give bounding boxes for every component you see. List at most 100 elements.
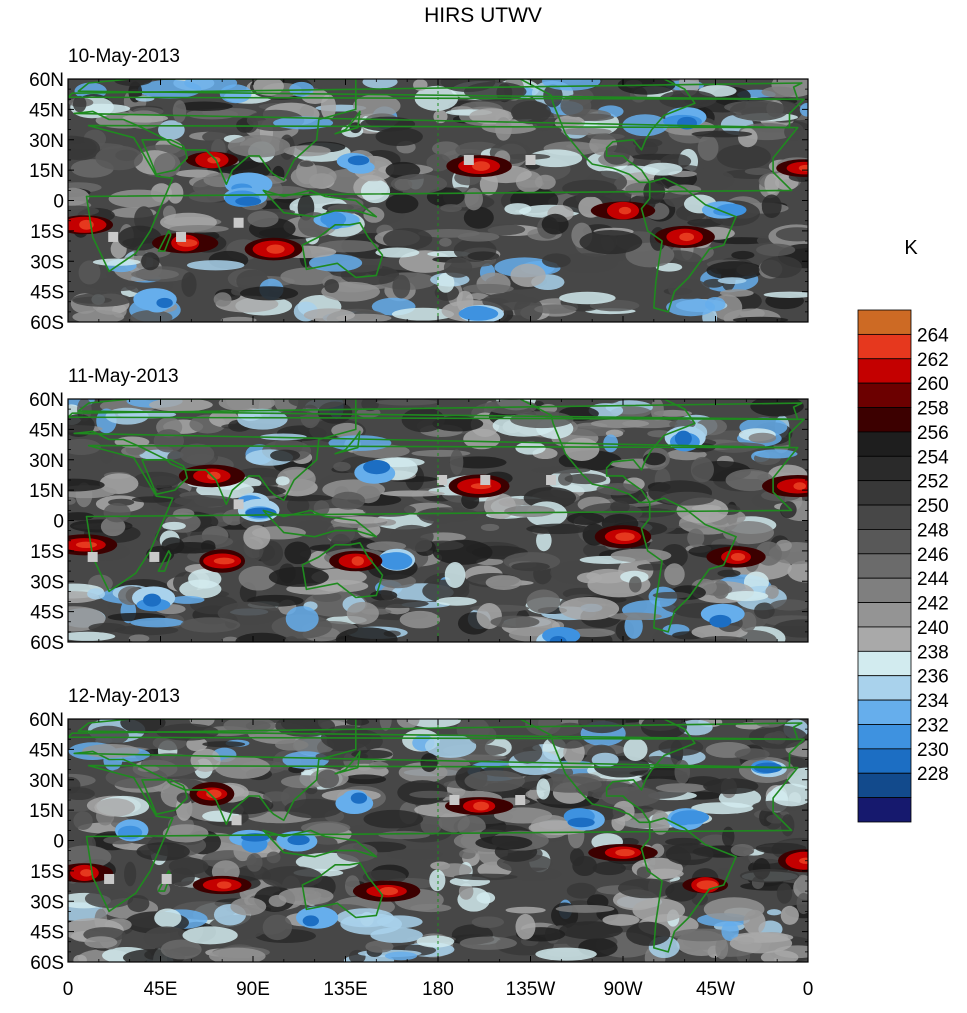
colorbar-box (857, 724, 912, 750)
contour-blob (149, 399, 213, 412)
contour-blob (78, 260, 101, 285)
contour-blob (68, 787, 95, 801)
contour-blob (770, 599, 808, 611)
contour-blob (559, 597, 620, 621)
contour-blob (490, 615, 540, 629)
contour-blob (120, 719, 166, 734)
colorbar-box (857, 504, 912, 530)
dry-region-peak (730, 553, 746, 561)
lat-tick-label: 15S (30, 542, 64, 563)
contour-blob (721, 921, 739, 942)
coastline (457, 719, 696, 824)
contour-blob (370, 927, 423, 943)
contour-blob (449, 456, 507, 469)
contour-blob (717, 277, 747, 284)
coastline (640, 177, 737, 313)
contour-blob (734, 748, 770, 761)
contour-blob (666, 298, 716, 317)
contour-blob (396, 719, 420, 729)
lat-tick-label: 45S (30, 603, 64, 624)
contour-blob (775, 227, 808, 242)
contour-blob (504, 505, 555, 518)
contour-blob (127, 895, 150, 913)
missing-data-square (515, 795, 526, 805)
contour-blob (617, 878, 675, 899)
coastline (301, 542, 384, 599)
lon-tick-label: 45W (696, 979, 735, 1000)
dry-region-peak (75, 541, 97, 549)
lat-tick-label: 30N (29, 131, 64, 152)
contour-blob (214, 756, 271, 779)
contour-blob (375, 247, 420, 258)
contour-blob (426, 153, 451, 172)
contour-blob (535, 947, 597, 961)
contour-blob (587, 133, 625, 140)
colorbar-box (857, 529, 912, 555)
contour-blob (113, 79, 153, 87)
lon-tick-label: 45E (144, 979, 178, 1000)
contour-blob (526, 523, 590, 535)
contour-blob (299, 160, 314, 168)
coastline (73, 79, 805, 186)
contour-blob (353, 94, 401, 118)
moist-region (670, 812, 694, 826)
moist-region (363, 460, 391, 475)
contour-blob (511, 562, 550, 572)
lat-tick-label: 45N (29, 740, 64, 761)
contour-blob (457, 232, 500, 242)
contour-blob (691, 504, 722, 512)
missing-data-square (231, 815, 242, 826)
contour-blob (351, 749, 393, 759)
coastline (334, 430, 361, 455)
lat-tick-label: 60N (29, 70, 64, 91)
contour-blob (175, 101, 233, 111)
colorbar-tick-label: 242 (917, 594, 949, 615)
contour-blob (719, 289, 754, 297)
colorbar-box (857, 675, 912, 701)
contour-blob (167, 182, 184, 204)
contour-blob (730, 844, 755, 857)
colorbar-box (857, 455, 912, 482)
contour-blob (220, 316, 257, 322)
coastline (68, 722, 803, 741)
utwv-field (68, 79, 808, 322)
missing-data-square (463, 155, 474, 165)
contour-blob (766, 909, 782, 916)
contour-blob (72, 310, 125, 322)
colorbar-tick-label: 234 (917, 691, 949, 712)
contour-blob (131, 269, 179, 280)
panels: 10-May-201360N45N30N15N015S30S45S60S11-M… (29, 46, 813, 1000)
contour-blob (68, 187, 90, 206)
contour-blob (765, 585, 779, 599)
dry-region-peak (379, 887, 399, 896)
contour-blob (153, 429, 184, 453)
coastline (157, 230, 172, 252)
dry-region-core (786, 161, 808, 175)
contour-blob (761, 194, 782, 219)
contour-blob (230, 897, 267, 916)
dry-region-peak (793, 482, 806, 490)
colorbar-tick-label: 244 (917, 569, 949, 590)
contour-blob (483, 223, 526, 236)
contour-blob (515, 441, 546, 455)
contour-blob (73, 954, 87, 962)
contour-blob (623, 738, 648, 761)
contour-blob (664, 563, 685, 586)
contour-blob (213, 292, 232, 307)
lat-tick-label: 15N (29, 481, 64, 502)
colorbar-tick-label: 254 (917, 447, 949, 468)
contour-blob (626, 921, 671, 946)
contour-blob (559, 921, 623, 940)
contour-blob (409, 790, 453, 799)
colorbar-box (857, 626, 912, 652)
contour-blob (335, 627, 398, 642)
lat-tick-label: 60S (30, 633, 64, 654)
lon-tick-label: 135E (323, 979, 367, 1000)
colorbar-units: K (904, 237, 918, 259)
colorbar-box (857, 772, 912, 799)
coastline (334, 750, 361, 775)
missing-data-square (233, 217, 244, 228)
